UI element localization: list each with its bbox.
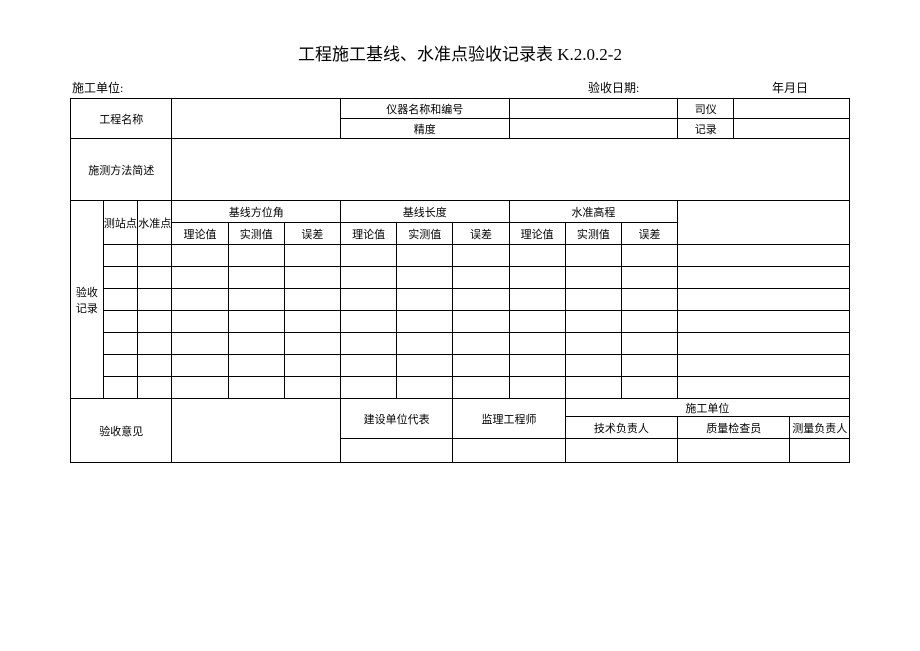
- row-group-headers: 验收记录 测站点 水准点 基线方位角 基线长度 水准高程: [71, 201, 850, 223]
- data-row: [71, 267, 850, 289]
- project-name-value: [172, 99, 341, 139]
- supervising-engineer-value: [453, 439, 565, 463]
- benchmark-point-label: 水准点: [138, 201, 172, 245]
- azimuth-theoretical: 理论值: [172, 223, 228, 245]
- data-row: [71, 245, 850, 267]
- date-placeholder: 年月日: [668, 79, 848, 96]
- acceptance-opinion-value: [172, 399, 341, 463]
- instrument-name-number-label: 仪器名称和编号: [340, 99, 509, 119]
- page-title: 工程施工基线、水准点验收记录表 K.2.0.2-2: [70, 40, 850, 65]
- data-row: [71, 333, 850, 355]
- row-method-desc: 施测方法简述: [71, 139, 850, 201]
- instrument-name-number-value: [509, 99, 678, 119]
- survey-lead-value: [790, 439, 850, 463]
- construction-unit-label: 施工单位:: [72, 79, 588, 96]
- construction-rep-value: [340, 439, 452, 463]
- data-row: [71, 355, 850, 377]
- method-desc-label: 施测方法简述: [71, 139, 172, 201]
- station-point-label: 测站点: [103, 201, 137, 245]
- group-azimuth-label: 基线方位角: [172, 201, 341, 223]
- precision-label: 精度: [340, 119, 509, 139]
- row-project-instrument: 工程名称 仪器名称和编号 司仪: [71, 99, 850, 119]
- method-desc-value: [172, 139, 850, 201]
- group-extra-cell: [678, 201, 850, 245]
- elevation-error: 误差: [621, 223, 677, 245]
- elevation-measured: 实测值: [565, 223, 621, 245]
- quality-inspector-value: [678, 439, 790, 463]
- group-length-label: 基线长度: [340, 201, 509, 223]
- azimuth-error: 误差: [284, 223, 340, 245]
- data-row: [71, 377, 850, 399]
- azimuth-measured: 实测值: [228, 223, 284, 245]
- main-table: 工程名称 仪器名称和编号 司仪 精度 记录 施测方法简述 验收记录 测站点 水准…: [70, 98, 850, 463]
- length-theoretical: 理论值: [340, 223, 396, 245]
- data-row: [71, 289, 850, 311]
- record-label: 记录: [678, 119, 734, 139]
- tech-lead-value: [565, 439, 677, 463]
- construction-rep-label: 建设单位代表: [340, 399, 452, 439]
- record-value: [734, 119, 850, 139]
- acceptance-opinion-label: 验收意见: [71, 399, 172, 463]
- supervising-engineer-label: 监理工程师: [453, 399, 565, 439]
- tech-lead-label: 技术负责人: [565, 417, 677, 439]
- officiant-value: [734, 99, 850, 119]
- data-row: [71, 311, 850, 333]
- header-row: 施工单位: 验收日期: 年月日: [70, 79, 850, 96]
- acceptance-date-label: 验收日期:: [588, 79, 668, 96]
- length-error: 误差: [453, 223, 509, 245]
- quality-inspector-label: 质量检查员: [678, 417, 790, 439]
- acceptance-record-label: 验收记录: [71, 201, 104, 399]
- elevation-theoretical: 理论值: [509, 223, 565, 245]
- length-measured: 实测值: [397, 223, 453, 245]
- survey-lead-label: 测量负责人: [790, 417, 850, 439]
- construction-unit-label: 施工单位: [565, 399, 849, 417]
- group-elevation-label: 水准高程: [509, 201, 678, 223]
- precision-value: [509, 119, 678, 139]
- project-name-label: 工程名称: [71, 99, 172, 139]
- officiant-label: 司仪: [678, 99, 734, 119]
- row-footer-top: 验收意见 建设单位代表 监理工程师 施工单位: [71, 399, 850, 417]
